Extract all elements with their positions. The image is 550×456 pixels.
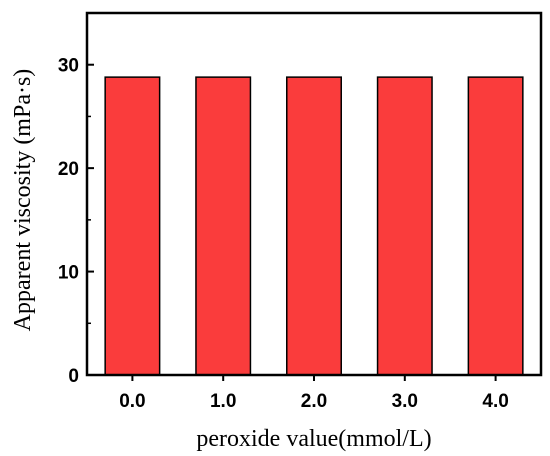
x-axis-title: peroxide value(mmol/L) bbox=[196, 426, 431, 452]
x-tick-label: 1.0 bbox=[210, 391, 236, 412]
y-axis-title: Apparent viscosity (mPa·s) bbox=[10, 69, 36, 332]
y-axis-ticks: 0 10 20 30 bbox=[58, 56, 94, 387]
bar-3.0 bbox=[376, 76, 433, 376]
bar-0.0 bbox=[104, 76, 161, 376]
y-tick-label: 0 bbox=[68, 366, 79, 387]
y-tick-label: 20 bbox=[58, 159, 79, 180]
bar-4.0 bbox=[467, 76, 524, 376]
y-tick-label: 10 bbox=[58, 263, 79, 284]
bar-2.0 bbox=[286, 76, 342, 376]
bar-1.0 bbox=[195, 76, 252, 376]
x-tick-label: 3.0 bbox=[392, 391, 418, 412]
x-tick-label: 4.0 bbox=[482, 391, 508, 412]
x-tick-label: 2.0 bbox=[301, 391, 327, 412]
bars-group bbox=[104, 76, 524, 376]
x-axis-ticks: 0.0 1.0 2.0 3.0 4.0 bbox=[119, 375, 509, 412]
x-tick-label: 0.0 bbox=[119, 391, 145, 412]
y-tick-label: 30 bbox=[58, 56, 79, 77]
plot-frame bbox=[85, 11, 543, 377]
